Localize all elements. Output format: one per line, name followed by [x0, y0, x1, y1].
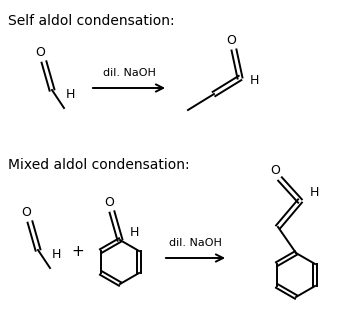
Text: H: H [66, 88, 75, 100]
Text: +: + [72, 245, 84, 259]
Text: dil. NaOH: dil. NaOH [169, 238, 222, 248]
Text: Self aldol condensation:: Self aldol condensation: [8, 14, 175, 28]
Text: H: H [52, 247, 61, 260]
Text: H: H [130, 226, 139, 239]
Text: O: O [35, 46, 45, 59]
Text: O: O [104, 197, 114, 210]
Text: O: O [226, 34, 236, 47]
Text: O: O [21, 206, 31, 220]
Text: dil. NaOH: dil. NaOH [102, 68, 155, 78]
Text: H: H [250, 74, 260, 87]
Text: O: O [270, 163, 280, 177]
Text: H: H [310, 186, 319, 199]
Text: Mixed aldol condensation:: Mixed aldol condensation: [8, 158, 190, 172]
